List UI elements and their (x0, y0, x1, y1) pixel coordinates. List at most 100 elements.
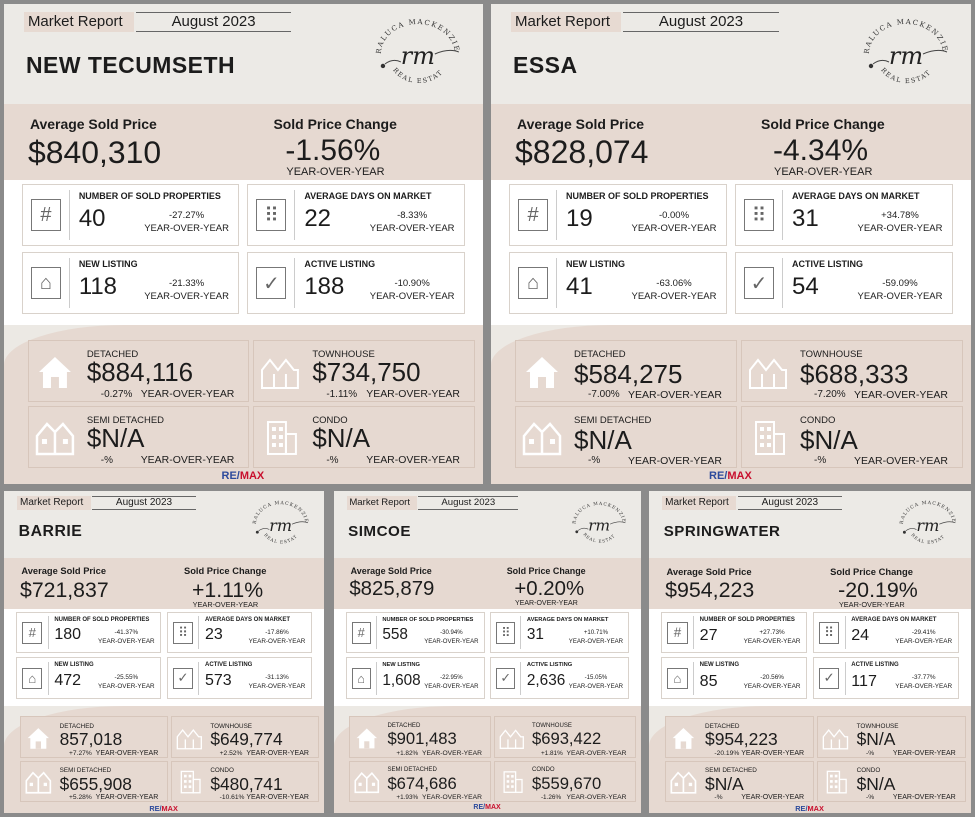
price-change-value: -1.56% (285, 134, 381, 167)
remax-logo: RE/MAX (795, 803, 824, 813)
logo-monogram: rm (588, 517, 610, 535)
stat-change: -30.94% YEAR-OVER-YEAR (424, 629, 479, 645)
price-change-label: Sold Price Change (830, 566, 913, 578)
property-price: $693,422 (531, 729, 602, 749)
stat-title: ACTIVE LISTING (204, 662, 253, 669)
price-band (649, 558, 971, 610)
property-type: DETACHED (705, 722, 740, 730)
new-listing-stat: ⌂ NEW LISTING 41 -63.06% YEAR-OVER-YEAR (509, 252, 727, 314)
market-report-label: Market Report (511, 12, 621, 32)
property-type: TOWNHOUSE (856, 722, 899, 730)
sold-properties-stat: # NUMBER OF SOLD PROPERTIES 19 -0.00% YEA… (509, 184, 727, 246)
report-month: August 2023 (135, 12, 292, 32)
semi-detached-icon (25, 771, 52, 794)
new-listing-stat: ⌂ NEW LISTING 118 -21.33% YEAR-OVER-YEAR (21, 252, 240, 314)
stat-change: -41.37% YEAR-OVER-YEAR (98, 628, 155, 645)
avg-price-label: Average Sold Price (517, 116, 645, 132)
property-price: $N/A (574, 425, 632, 455)
property-change: -0.27% (100, 389, 133, 400)
property-type: SEMI DETACHED (86, 415, 164, 426)
semi-detached-icon (354, 772, 380, 794)
property-change: +1.82% (396, 749, 419, 757)
stat-change: -22.95% YEAR-OVER-YEAR (424, 675, 479, 691)
stat-change: -63.06% YEAR-OVER-YEAR (631, 278, 717, 302)
price-change-label: Sold Price Change (761, 116, 885, 132)
stat-title: AVERAGE DAYS ON MARKET (526, 616, 609, 623)
hash-icon: # (30, 199, 61, 231)
days-on-market-stat: ⠿ AVERAGE DAYS ON MARKET 22 -8.33% YEAR-O… (247, 184, 466, 246)
property-price: $480,741 (210, 773, 283, 794)
stat-change: -21.33% YEAR-OVER-YEAR (144, 278, 229, 302)
stat-value: 558 (382, 626, 408, 644)
active-listing-stat: ✓ ACTIVE LISTING 188 -10.90% YEAR-OVER-YE… (247, 252, 466, 314)
sold-properties-stat: # NUMBER OF SOLD PROPERTIES 27 +27.73% YE… (661, 611, 808, 654)
price-change-label: Sold Price Change (184, 566, 267, 577)
logo-monogram: rm (401, 42, 435, 70)
stat-title: NEW LISTING (699, 662, 740, 669)
stat-change: -37.77% YEAR-OVER-YEAR (895, 674, 953, 691)
property-price: $N/A (800, 425, 858, 455)
property-type: CONDO (531, 767, 555, 774)
house-icon (356, 728, 378, 749)
property-yoy: YEAR-OVER-YEAR (246, 793, 309, 801)
new-listing-stat: ⌂ NEW LISTING 1,608 -22.95% YEAR-OVER-YEA… (345, 657, 485, 699)
stat-change: -29.41% YEAR-OVER-YEAR (895, 628, 953, 645)
active-listing-stat: ✓ ACTIVE LISTING 117 -37.77% YEAR-OVER-YE… (812, 657, 959, 699)
stat-value: 27 (699, 626, 718, 645)
property-price: $688,333 (800, 359, 909, 389)
house-icon (672, 728, 695, 749)
stat-title: NUMBER OF SOLD PROPERTIES (566, 191, 709, 201)
townhouse-icon (499, 729, 524, 750)
calendar-grid-icon: ⠿ (744, 199, 774, 231)
property-change: -% (866, 749, 875, 757)
avg-price-value: $954,223 (665, 578, 755, 603)
days-on-market-stat: ⠿ AVERAGE DAYS ON MARKET 31 +34.78% YEAR-… (735, 184, 953, 246)
property-type: TOWNHOUSE (531, 722, 572, 729)
price-change-yoy: YEAR-OVER-YEAR (515, 599, 578, 607)
days-on-market-stat: ⠿ AVERAGE DAYS ON MARKET 24 -29.41% YEAR-… (812, 611, 959, 654)
logo-monogram: rm (916, 516, 939, 535)
stat-value: 24 (851, 626, 870, 645)
realtor-logo: RALUCA MACKENZIE rm REAL ESTATE (244, 496, 308, 546)
report-month: August 2023 (92, 496, 196, 510)
property-type: SEMI DETACHED (574, 415, 652, 426)
property-yoy: YEAR-OVER-YEAR (628, 389, 722, 401)
property-yoy: YEAR-OVER-YEAR (366, 455, 460, 466)
stat-title: NUMBER OF SOLD PROPERTIES (699, 616, 795, 623)
property-change: -% (866, 793, 875, 801)
avg-price-value: $721,837 (20, 578, 109, 603)
property-yoy: YEAR-OVER-YEAR (741, 749, 805, 757)
property-yoy: YEAR-OVER-YEAR (854, 389, 948, 401)
price-change-yoy: YEAR-OVER-YEAR (286, 166, 385, 178)
townhouse-icon (176, 729, 202, 750)
property-price: $584,275 (574, 359, 683, 389)
property-yoy: YEAR-OVER-YEAR (366, 389, 460, 400)
stat-title: NUMBER OF SOLD PROPERTIES (382, 616, 474, 623)
stat-title: AVERAGE DAYS ON MARKET (204, 616, 290, 623)
stat-change: +27.73% YEAR-OVER-YEAR (743, 628, 801, 645)
city-name: NEW TECUMSETH (25, 52, 236, 78)
property-yoy: YEAR-OVER-YEAR (854, 455, 948, 467)
stat-title: ACTIVE LISTING (526, 662, 573, 669)
detached-box: DETACHED $901,483 +1.82% YEAR-OVER-YEAR (349, 716, 492, 758)
checkmark-icon: ✓ (256, 267, 287, 299)
property-change: -7.00% (588, 389, 620, 400)
detached-box: DETACHED $884,116 -0.27% YEAR-OVER-YEAR (27, 340, 250, 402)
property-type: DETACHED (59, 722, 94, 730)
property-type: CONDO (800, 415, 836, 426)
property-price: $901,483 (387, 729, 457, 749)
realtor-logo: RALUCA MACKENZIE rm REAL ESTATE (363, 12, 459, 85)
price-change-value: -4.34% (773, 134, 869, 167)
condo-box: CONDO $N/A -% YEAR-OVER-YEAR (741, 406, 963, 468)
stat-value: 118 (78, 273, 117, 300)
condo-box: CONDO $N/A -% YEAR-OVER-YEAR (816, 760, 966, 803)
price-band (491, 104, 971, 180)
property-yoy: YEAR-OVER-YEAR (140, 389, 235, 400)
property-type: CONDO (856, 767, 881, 775)
townhouse-box: TOWNHOUSE $734,750 -1.11% YEAR-OVER-YEAR (253, 340, 475, 402)
property-type: DETACHED (86, 349, 139, 360)
sold-properties-stat: # NUMBER OF SOLD PROPERTIES 40 -27.27% YE… (21, 184, 240, 246)
property-price: $884,116 (86, 359, 194, 387)
semi-detached-box: SEMI DETACHED $655,908 +5.28% YEAR-OVER-… (20, 760, 168, 803)
stat-change: -8.33% YEAR-OVER-YEAR (369, 210, 455, 234)
